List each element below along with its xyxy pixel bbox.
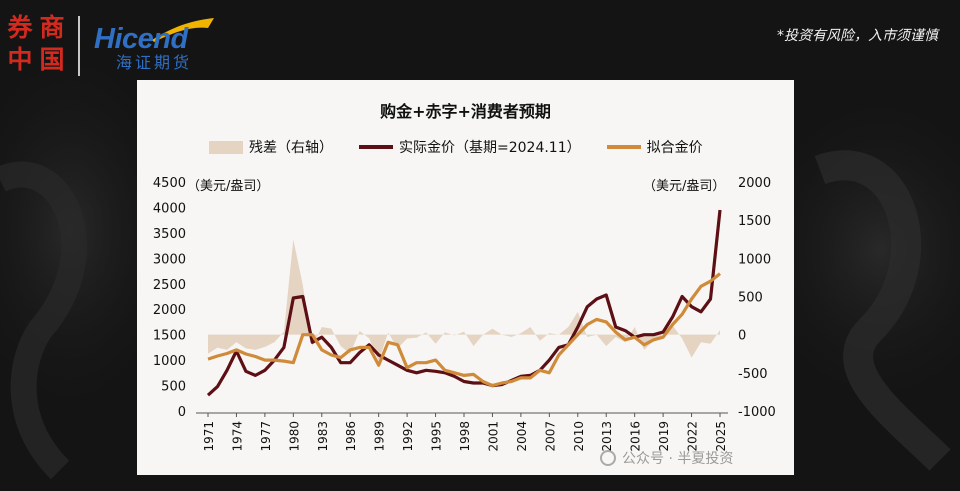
y-left-tick-label: 2000 <box>153 303 186 318</box>
hicend-swoosh-icon <box>152 18 214 42</box>
header-bar: 券 商 中 国 Hicend 海证期货 *投资有风险，入市须谨慎 <box>0 0 960 80</box>
legend-swatch-residual <box>209 140 243 154</box>
right-axis-unit: （美元/盎司） <box>643 179 726 194</box>
x-tick-label: 1995 <box>430 421 444 452</box>
header-divider <box>78 16 80 76</box>
x-tick-label: 1983 <box>316 421 330 452</box>
chart-panel: 购金+赤字+消费者预期 残差（右轴） 实际金价（基期=2024.11） 拟合金价… <box>137 80 794 475</box>
x-tick-label: 1980 <box>287 421 301 452</box>
y-right-tick-label: -500 <box>738 367 768 382</box>
chart-legend: 残差（右轴） 实际金价（基期=2024.11） 拟合金价 <box>209 137 729 157</box>
y-left-tick-label: 3500 <box>153 227 186 242</box>
logo-text-en: Hicend <box>94 23 188 55</box>
x-tick-label: 2025 <box>714 421 728 452</box>
y-left-tick-label: 1500 <box>153 329 186 344</box>
legend-item-actual-price: 实际金价（基期=2024.11） <box>359 137 581 157</box>
x-tick-label: 2019 <box>657 421 671 452</box>
left-axis-unit: （美元/盎司） <box>187 179 270 194</box>
legend-swatch-fitted-price <box>606 145 641 149</box>
legend-label-residual: 残差（右轴） <box>249 140 333 156</box>
x-tick-label: 2022 <box>686 421 700 452</box>
y-right-tick-label: 500 <box>738 291 763 306</box>
y-left-tick-label: 500 <box>161 380 186 395</box>
legend-item-residual: 残差（右轴） <box>209 137 333 157</box>
y-left-tick-label: 4500 <box>153 176 186 191</box>
legend-label-fitted-price: 拟合金价 <box>646 140 703 156</box>
y-right-tick-label: 1000 <box>738 252 771 267</box>
wechat-watermark: 公众号 · 半夏投资 <box>600 448 733 468</box>
seal-char: 国 <box>39 45 65 74</box>
logo-text-cn: 海证期货 <box>116 53 193 72</box>
x-tick-label: 1971 <box>202 421 216 452</box>
x-tick-label: 2016 <box>629 421 643 452</box>
y-left-tick-label: 2500 <box>153 278 186 293</box>
y-right-tick-label: 2000 <box>738 176 771 191</box>
x-tick-label: 2007 <box>543 421 557 452</box>
x-tick-label: 2004 <box>515 421 529 452</box>
y-right-tick-label: 0 <box>738 329 746 344</box>
y-left-tick-label: 3000 <box>153 252 186 267</box>
y-right-tick-label: -1000 <box>738 405 776 420</box>
x-tick-label: 2010 <box>572 421 586 452</box>
seal-char: 商 <box>39 13 65 42</box>
x-tick-label: 1974 <box>230 421 244 452</box>
x-tick-label: 1998 <box>458 421 472 452</box>
brokerage-seal-logo: 券 商 中 国 <box>4 12 68 76</box>
x-tick-label: 2001 <box>486 421 500 452</box>
fitted-price-line <box>207 272 721 388</box>
y-left-tick-label: 4000 <box>153 201 186 216</box>
legend-item-fitted-price: 拟合金价 <box>606 137 703 157</box>
hicend-logo: Hicend 海证期货 <box>94 24 192 72</box>
x-tick-label: 1992 <box>401 421 415 452</box>
x-tick-label: 2013 <box>600 421 614 452</box>
legend-swatch-actual-price <box>359 145 393 149</box>
y-right-tick-label: 1500 <box>738 214 771 229</box>
seal-char: 券 <box>7 13 33 42</box>
y-left-tick-label: 1000 <box>153 354 186 369</box>
x-tick-label: 1989 <box>373 421 387 452</box>
y-left-tick-label: 0 <box>178 405 186 420</box>
watermark-text: 公众号 · 半夏投资 <box>622 451 734 467</box>
legend-label-actual-price: 实际金价（基期=2024.11） <box>399 140 581 156</box>
risk-disclaimer: *投资有风险，入市须谨慎 <box>777 28 938 44</box>
x-tick-label: 1986 <box>344 421 358 452</box>
chart-title: 购金+赤字+消费者预期 <box>380 102 551 121</box>
actual-price-line <box>206 209 722 397</box>
seal-char: 中 <box>7 45 33 74</box>
wechat-icon <box>600 450 616 466</box>
x-tick-label: 1977 <box>259 421 273 452</box>
